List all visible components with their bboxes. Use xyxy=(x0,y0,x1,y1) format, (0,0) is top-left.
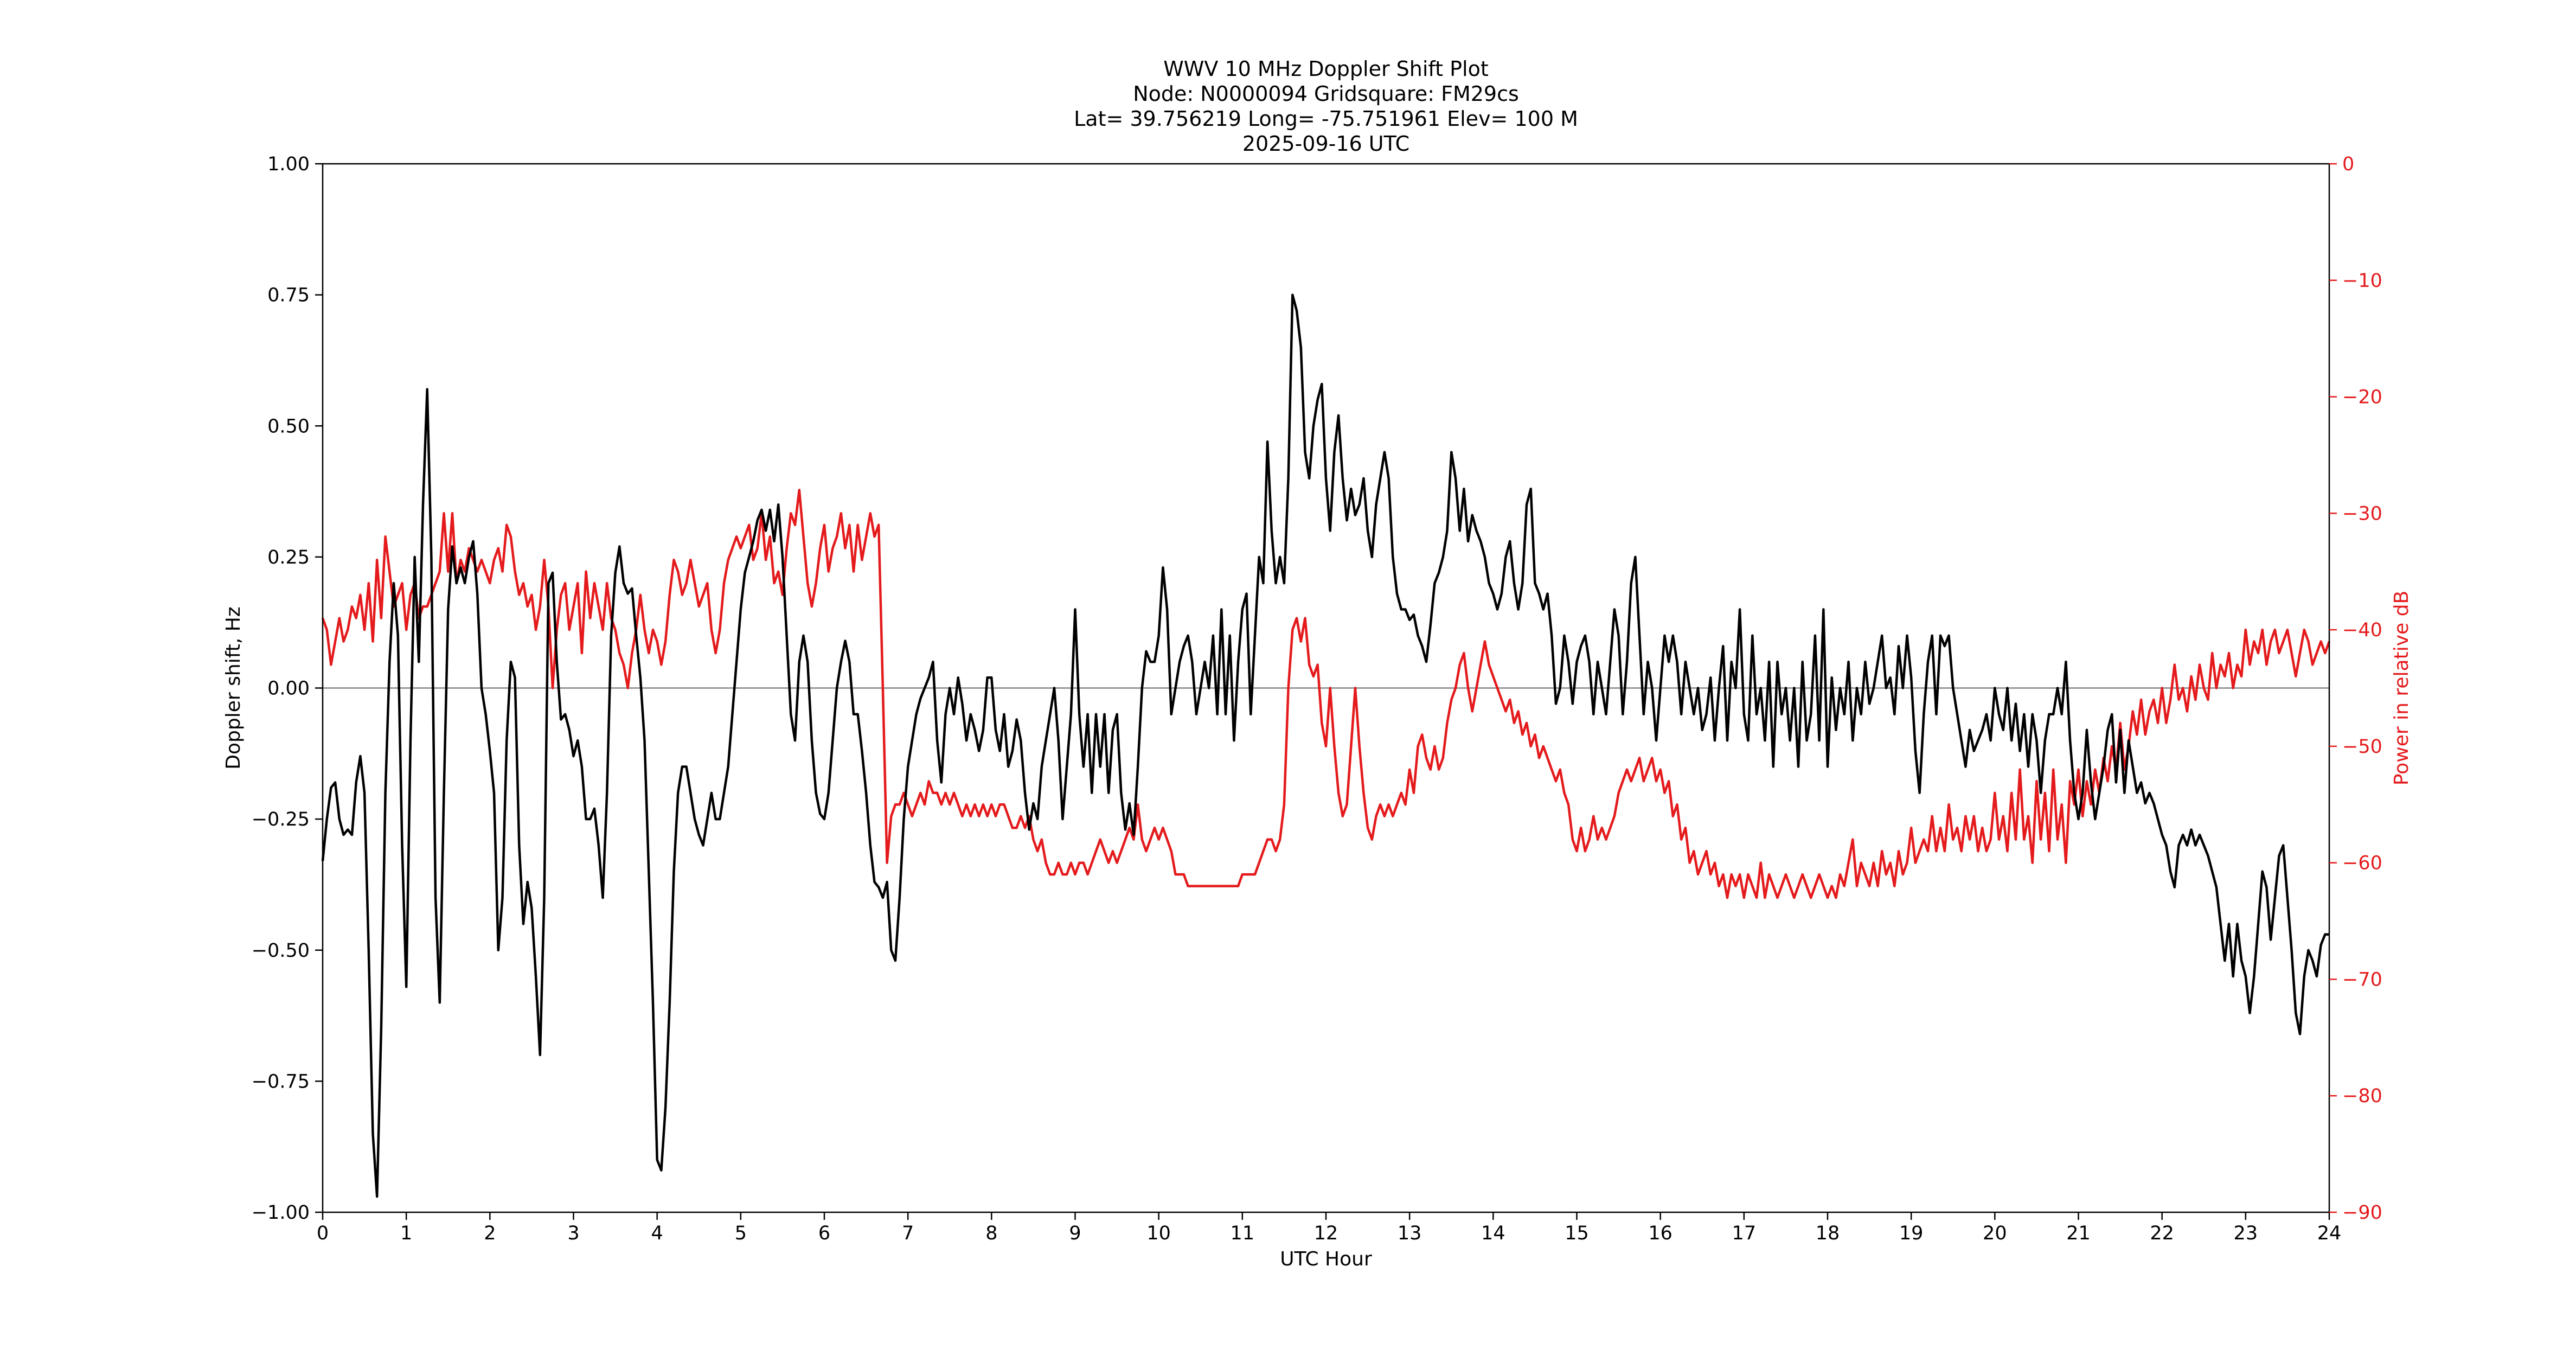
title-line-1: WWV 10 MHz Doppler Shift Plot xyxy=(1163,57,1489,81)
y-left-tick-label: −0.25 xyxy=(252,809,310,830)
y-axis-left: 1.00 0.75 0.50 0.25 0.00 −0.25 −0.50 −0.75 −1.00 xyxy=(252,153,323,1224)
y-right-tick-label: −30 xyxy=(2342,503,2382,525)
y-left-tick-label: −1.00 xyxy=(252,1202,310,1224)
x-tick-label: 0 xyxy=(317,1223,329,1244)
x-tick-label: 19 xyxy=(1899,1223,1924,1244)
y-right-tick-label: −60 xyxy=(2342,853,2382,874)
x-axis-label: UTC Hour xyxy=(1280,1248,1372,1270)
y-right-tick-label: 0 xyxy=(2342,153,2354,175)
y-axis-left-label: Doppler shift, Hz xyxy=(222,606,245,769)
y-right-tick-label: −10 xyxy=(2342,270,2382,292)
x-tick-label: 22 xyxy=(2150,1223,2174,1244)
doppler-series-line xyxy=(321,293,2329,1198)
y-left-tick-label: 1.00 xyxy=(267,153,310,175)
y-left-tick-label: 0.75 xyxy=(267,285,310,306)
x-tick-label: 2 xyxy=(484,1223,496,1244)
y-axis-right: 0 −10 −20 −30 −40 −50 −60 −70 −80 −90 xyxy=(2329,153,2382,1224)
y-right-tick-label: −70 xyxy=(2342,969,2382,990)
y-left-tick-label: 0.25 xyxy=(267,547,310,568)
x-tick-label: 3 xyxy=(567,1223,579,1244)
title-line-4: 2025-09-16 UTC xyxy=(1242,132,1409,156)
x-tick-label: 7 xyxy=(902,1223,914,1244)
y-left-tick-label: 0.00 xyxy=(267,678,310,700)
x-tick-label: 11 xyxy=(1231,1223,1255,1244)
y-right-tick-label: −40 xyxy=(2342,619,2382,641)
x-tick-label: 24 xyxy=(2317,1223,2342,1244)
y-right-tick-label: −50 xyxy=(2342,736,2382,758)
x-tick-label: 6 xyxy=(818,1223,830,1244)
x-tick-label: 18 xyxy=(1816,1223,1840,1244)
x-tick-label: 15 xyxy=(1565,1223,1589,1244)
x-tick-label: 16 xyxy=(1648,1223,1673,1244)
x-tick-label: 20 xyxy=(1983,1223,2007,1244)
title-line-3: Lat= 39.756219 Long= -75.751961 Elev= 10… xyxy=(1074,107,1578,131)
series-layer xyxy=(321,293,2331,1198)
x-axis: 0 1 2 3 4 5 6 7 8 9 10 11 12 13 14 15 16 17 18 19 20 21 22 23 24 xyxy=(317,1212,2341,1244)
x-tick-label: 1 xyxy=(400,1223,412,1244)
x-tick-label: 12 xyxy=(1314,1223,1338,1244)
x-tick-label: 9 xyxy=(1069,1223,1081,1244)
x-tick-label: 21 xyxy=(2066,1223,2091,1244)
y-right-tick-label: −80 xyxy=(2342,1085,2382,1107)
x-tick-label: 4 xyxy=(651,1223,663,1244)
x-tick-label: 10 xyxy=(1146,1223,1171,1244)
y-right-tick-label: −90 xyxy=(2342,1202,2382,1224)
y-left-tick-label: −0.75 xyxy=(252,1071,310,1092)
x-tick-label: 8 xyxy=(985,1223,997,1244)
x-tick-label: 23 xyxy=(2234,1223,2258,1244)
y-right-tick-label: −20 xyxy=(2342,387,2382,408)
x-tick-label: 14 xyxy=(1481,1223,1505,1244)
x-tick-label: 13 xyxy=(1398,1223,1422,1244)
y-axis-right-label: Power in relative dB xyxy=(2391,591,2413,785)
y-left-tick-label: 0.50 xyxy=(267,415,310,437)
title-line-2: Node: N0000094 Gridsquare: FM29cs xyxy=(1133,82,1519,106)
y-left-tick-label: −0.50 xyxy=(252,940,310,962)
x-tick-label: 5 xyxy=(735,1223,747,1244)
x-tick-label: 17 xyxy=(1732,1223,1757,1244)
power-series-line xyxy=(321,489,2331,899)
